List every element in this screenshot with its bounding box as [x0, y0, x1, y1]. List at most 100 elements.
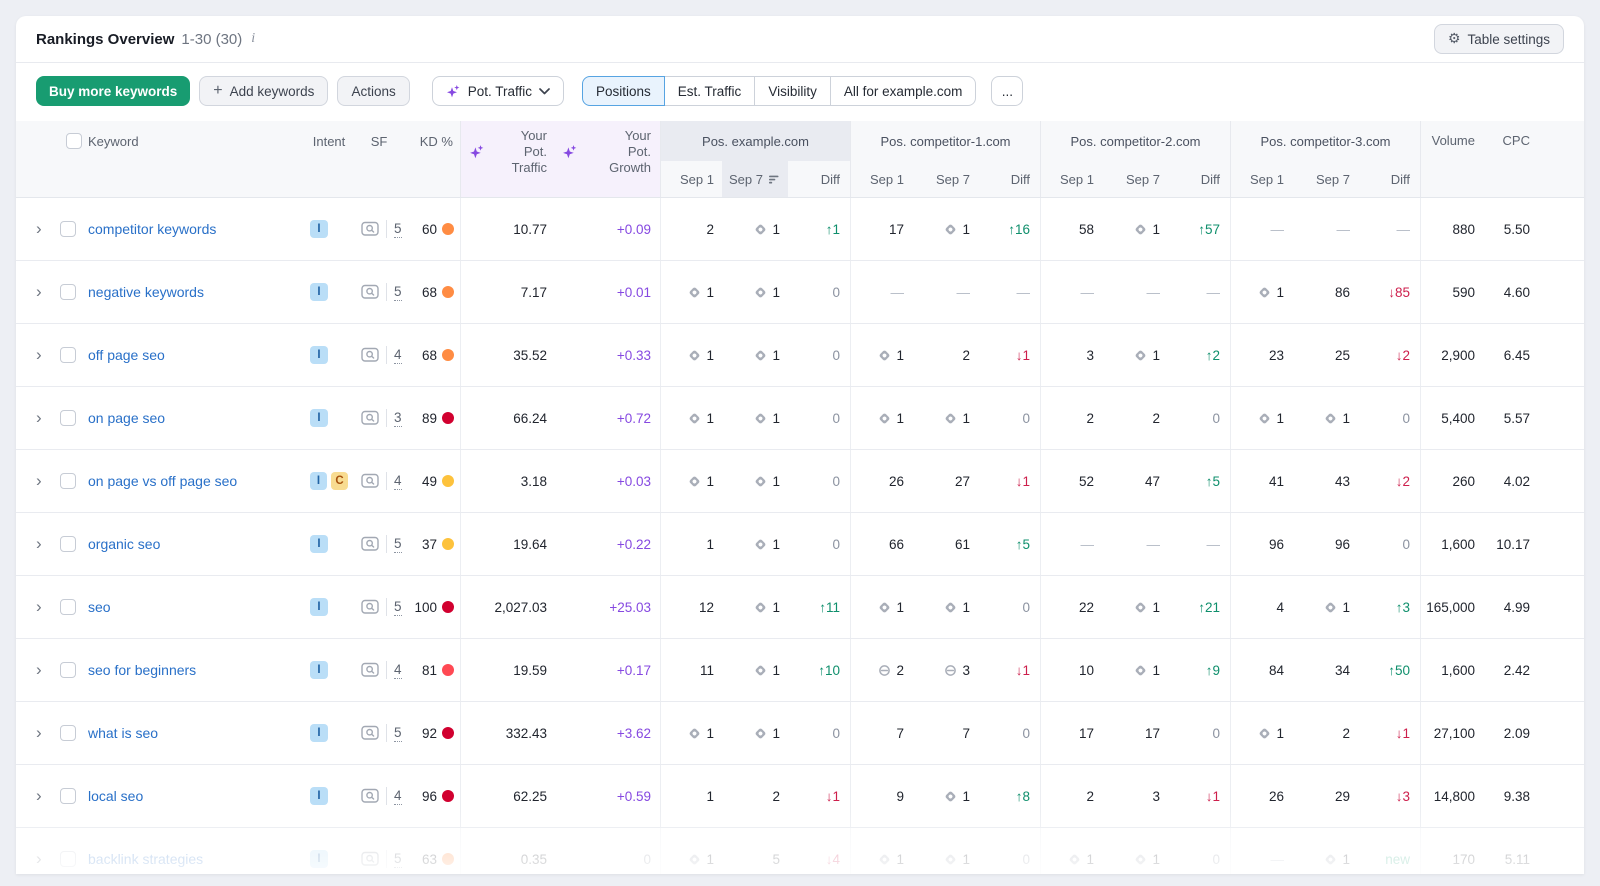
column-header-cpc[interactable]: CPC [1502, 133, 1530, 148]
intent-badge-i[interactable]: I [310, 724, 328, 742]
keyword-link[interactable]: competitor keywords [88, 221, 217, 237]
sf-count[interactable]: 4 [394, 787, 402, 805]
expand-chevron-icon[interactable]: › [36, 660, 42, 679]
more-tabs-button[interactable]: ... [991, 76, 1024, 106]
column-header-pot-growth[interactable]: Your Pot. Growth [560, 121, 660, 197]
row-checkbox[interactable] [60, 702, 88, 764]
keyword-link[interactable]: seo [88, 599, 111, 615]
info-icon[interactable]: i [251, 31, 256, 46]
serp-features-icon[interactable] [361, 221, 380, 237]
subheader-diff[interactable]: Diff [820, 171, 840, 187]
add-keywords-button[interactable]: + Add keywords [199, 76, 329, 106]
expand-chevron-icon[interactable]: › [36, 597, 42, 616]
intent-badge-i[interactable]: I [310, 472, 327, 490]
intent-badge-i[interactable]: I [310, 661, 328, 679]
serp-features-icon[interactable] [361, 347, 380, 363]
sf-count[interactable]: 4 [394, 346, 402, 364]
expand-chevron-icon[interactable]: › [36, 282, 42, 301]
column-header-sf[interactable]: SF [370, 133, 388, 149]
keyword-link[interactable]: seo for beginners [88, 662, 197, 678]
expand-chevron-icon[interactable]: › [36, 408, 42, 427]
serp-features-icon[interactable] [361, 599, 380, 615]
select-all-checkbox[interactable] [60, 121, 88, 161]
intent-badge-i[interactable]: I [310, 283, 328, 301]
subheader-diff[interactable]: Diff [1010, 171, 1030, 187]
subheader-date-from[interactable]: Sep 1 [1040, 161, 1102, 197]
keyword-link[interactable]: what is seo [88, 725, 159, 741]
subheader-diff[interactable]: Diff [1390, 171, 1410, 187]
intent-badge-i[interactable]: I [310, 220, 328, 238]
keyword-link[interactable]: on page vs off page seo [88, 473, 238, 489]
table-settings-button[interactable]: ⚙ Table settings [1433, 24, 1564, 54]
serp-features-icon[interactable] [361, 536, 380, 552]
row-checkbox[interactable] [60, 513, 88, 575]
serp-features-icon[interactable] [361, 410, 380, 426]
subheader-date-to[interactable]: Sep 7 [1126, 171, 1160, 187]
keyword-link[interactable]: backlink strategies [88, 851, 204, 867]
serp-features-icon[interactable] [361, 788, 380, 804]
serp-features-icon[interactable] [361, 473, 380, 489]
row-checkbox[interactable] [60, 387, 88, 449]
tab-all-for-example-com[interactable]: All for example.com [829, 76, 977, 106]
expand-chevron-icon[interactable]: › [36, 723, 42, 742]
keyword-link[interactable]: off page seo [88, 347, 165, 363]
expand-chevron-icon[interactable]: › [36, 219, 42, 238]
row-checkbox[interactable] [60, 576, 88, 638]
subheader-date-from[interactable]: Sep 1 [850, 161, 912, 197]
subheader-date-to[interactable]: Sep 7 [1316, 171, 1350, 187]
keyword-link[interactable]: organic seo [88, 536, 161, 552]
expand-chevron-icon[interactable]: › [36, 471, 42, 490]
row-checkbox[interactable] [60, 324, 88, 386]
sf-count[interactable]: 5 [394, 850, 402, 868]
intent-badge-i[interactable]: I [310, 535, 328, 553]
sf-count[interactable]: 4 [394, 472, 402, 490]
sf-count[interactable]: 5 [394, 598, 402, 616]
sf-count[interactable]: 5 [394, 724, 402, 742]
column-header-volume[interactable]: Volume [1420, 121, 1482, 197]
metric-dropdown[interactable]: Pot. Traffic [431, 76, 564, 106]
kd-cell: 68 [406, 261, 460, 323]
expand-chevron-icon[interactable]: › [36, 345, 42, 364]
serp-features-icon[interactable] [361, 662, 380, 678]
serp-features-icon[interactable] [361, 725, 380, 741]
column-header-pot-traffic[interactable]: Your Pot. Traffic [460, 121, 560, 197]
row-checkbox[interactable] [60, 639, 88, 701]
column-header-intent[interactable]: Intent [312, 133, 346, 149]
buy-more-keywords-button[interactable]: Buy more keywords [36, 76, 191, 106]
row-checkbox[interactable] [60, 450, 88, 512]
expand-chevron-icon[interactable]: › [36, 786, 42, 805]
actions-button[interactable]: Actions [337, 76, 410, 106]
row-checkbox[interactable] [60, 198, 88, 260]
row-checkbox[interactable] [60, 261, 88, 323]
keyword-link[interactable]: negative keywords [88, 284, 204, 300]
keyword-link[interactable]: on page seo [88, 410, 166, 426]
intent-badge-i[interactable]: I [310, 787, 328, 805]
sf-count[interactable]: 4 [394, 661, 402, 679]
sf-count[interactable]: 5 [394, 535, 402, 553]
row-checkbox[interactable] [60, 765, 88, 827]
subheader-date-from[interactable]: Sep 1 [1230, 161, 1292, 197]
keyword-link[interactable]: local seo [88, 788, 144, 804]
subheader-date-to[interactable]: Sep 7 [936, 171, 970, 187]
intent-badge-i[interactable]: I [310, 598, 328, 616]
serp-features-icon[interactable] [361, 851, 380, 867]
intent-badge-i[interactable]: I [310, 409, 328, 427]
intent-badge-c[interactable]: C [331, 472, 348, 490]
subheader-date-to[interactable]: Sep 7 [722, 161, 788, 197]
row-checkbox[interactable] [60, 828, 88, 874]
intent-badge-i[interactable]: I [310, 346, 328, 364]
sf-count[interactable]: 5 [394, 283, 402, 301]
tab-visibility[interactable]: Visibility [754, 76, 831, 106]
subheader-diff[interactable]: Diff [1200, 171, 1220, 187]
subheader-date-from[interactable]: Sep 1 [660, 161, 722, 197]
tab-est-traffic[interactable]: Est. Traffic [663, 76, 756, 106]
sf-count[interactable]: 3 [394, 409, 402, 427]
expand-chevron-icon[interactable]: › [36, 534, 42, 553]
expand-chevron-icon[interactable]: › [36, 849, 42, 868]
serp-features-icon[interactable] [361, 284, 380, 300]
tab-positions[interactable]: Positions [582, 76, 665, 106]
sf-count[interactable]: 5 [394, 220, 402, 238]
column-header-kd[interactable]: KD % [419, 133, 453, 149]
column-header-keyword[interactable]: Keyword [88, 133, 139, 149]
intent-badge-i[interactable]: I [310, 850, 328, 868]
